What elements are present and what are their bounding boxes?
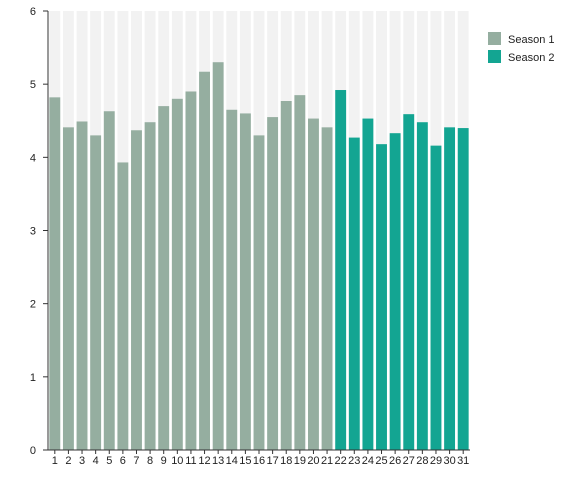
- x-tick-label-21: 21: [321, 455, 333, 467]
- bar-23: [348, 137, 360, 450]
- x-tick-label-26: 26: [389, 455, 401, 467]
- x-tick-label-14: 14: [226, 455, 238, 467]
- bar-14: [226, 109, 238, 451]
- legend-item-season-1: Season 1: [488, 32, 554, 46]
- x-tick-label-22: 22: [335, 455, 347, 467]
- bar-6: [117, 162, 129, 450]
- x-tick-label-19: 19: [294, 455, 306, 467]
- bar-31: [457, 128, 469, 450]
- legend-label-season-2: Season 2: [508, 52, 554, 64]
- x-tick-label-28: 28: [416, 455, 428, 467]
- x-tick-label-1: 1: [52, 455, 58, 467]
- x-tick-label-24: 24: [362, 455, 374, 467]
- bar-26: [389, 133, 401, 450]
- bar-11: [185, 91, 197, 450]
- bar-21: [321, 127, 333, 450]
- bar-5: [103, 111, 115, 451]
- bar-29: [430, 145, 442, 450]
- x-tick-label-18: 18: [280, 455, 292, 467]
- x-tick-label-15: 15: [239, 455, 251, 467]
- y-tick-label-2: 2: [30, 299, 36, 311]
- bar-13: [212, 62, 224, 450]
- y-tick-label-6: 6: [30, 6, 36, 18]
- x-tick-label-10: 10: [171, 455, 183, 467]
- x-tick-label-3: 3: [79, 455, 85, 467]
- y-tick-label-0: 0: [30, 445, 36, 457]
- x-tick-label-2: 2: [65, 455, 71, 467]
- x-tick-label-30: 30: [443, 455, 455, 467]
- bar-18: [280, 101, 292, 450]
- x-tick-label-27: 27: [403, 455, 415, 467]
- x-tick-label-29: 29: [430, 455, 442, 467]
- bar-1: [49, 97, 61, 450]
- x-axis: 1 2 3 4 5 6 7 8 9 10 11 12 13 14 15 16 17 18 19 20 21 22 23 24 2…: [48, 449, 470, 467]
- bar-22: [335, 90, 347, 451]
- bar-8: [144, 122, 156, 451]
- bar-12: [199, 71, 210, 450]
- y-axis: 0 1 2 3 4 5 6: [30, 6, 49, 457]
- legend-item-season-2: Season 2: [488, 50, 554, 64]
- bar-17: [267, 117, 279, 450]
- legend-label-season-1: Season 1: [508, 34, 554, 46]
- bar-7: [131, 130, 142, 450]
- x-tick-label-20: 20: [307, 455, 319, 467]
- x-tick-label-11: 11: [185, 455, 196, 467]
- bar-9: [158, 106, 170, 451]
- bar-24: [362, 118, 374, 450]
- bar-2: [62, 127, 74, 450]
- bar-19: [294, 95, 306, 450]
- x-tick-label-6: 6: [120, 455, 126, 467]
- x-tick-label-23: 23: [348, 455, 360, 467]
- x-tick-label-16: 16: [253, 455, 265, 467]
- bar-27: [403, 114, 415, 451]
- bar-10: [171, 98, 183, 451]
- x-tick-label-31: 31: [457, 455, 469, 467]
- y-tick-label-5: 5: [30, 79, 36, 91]
- x-tick-label-7: 7: [133, 455, 139, 467]
- y-tick-label-3: 3: [30, 226, 36, 238]
- x-tick-label-25: 25: [375, 455, 387, 467]
- x-tick-label-9: 9: [161, 455, 167, 467]
- bar-15: [239, 113, 251, 451]
- legend-swatch-season-1: [488, 32, 501, 45]
- x-tick-label-8: 8: [147, 455, 153, 467]
- bar-30: [444, 127, 456, 450]
- bar-20: [308, 118, 319, 450]
- bar-3: [76, 121, 88, 450]
- bar-25: [376, 144, 387, 450]
- x-tick-label-5: 5: [106, 455, 112, 467]
- x-tick-label-17: 17: [266, 455, 278, 467]
- legend: Season 1 Season 2: [488, 32, 554, 64]
- bar-16: [253, 135, 265, 450]
- bar-28: [416, 122, 428, 451]
- bar-4: [90, 135, 102, 450]
- y-tick-label-1: 1: [30, 372, 36, 384]
- bars-group: [49, 62, 469, 451]
- x-tick-label-13: 13: [212, 455, 224, 467]
- x-tick-label-12: 12: [198, 455, 210, 467]
- x-tick-label-4: 4: [93, 455, 99, 467]
- legend-swatch-season-2: [488, 50, 501, 63]
- y-tick-label-4: 4: [30, 152, 36, 164]
